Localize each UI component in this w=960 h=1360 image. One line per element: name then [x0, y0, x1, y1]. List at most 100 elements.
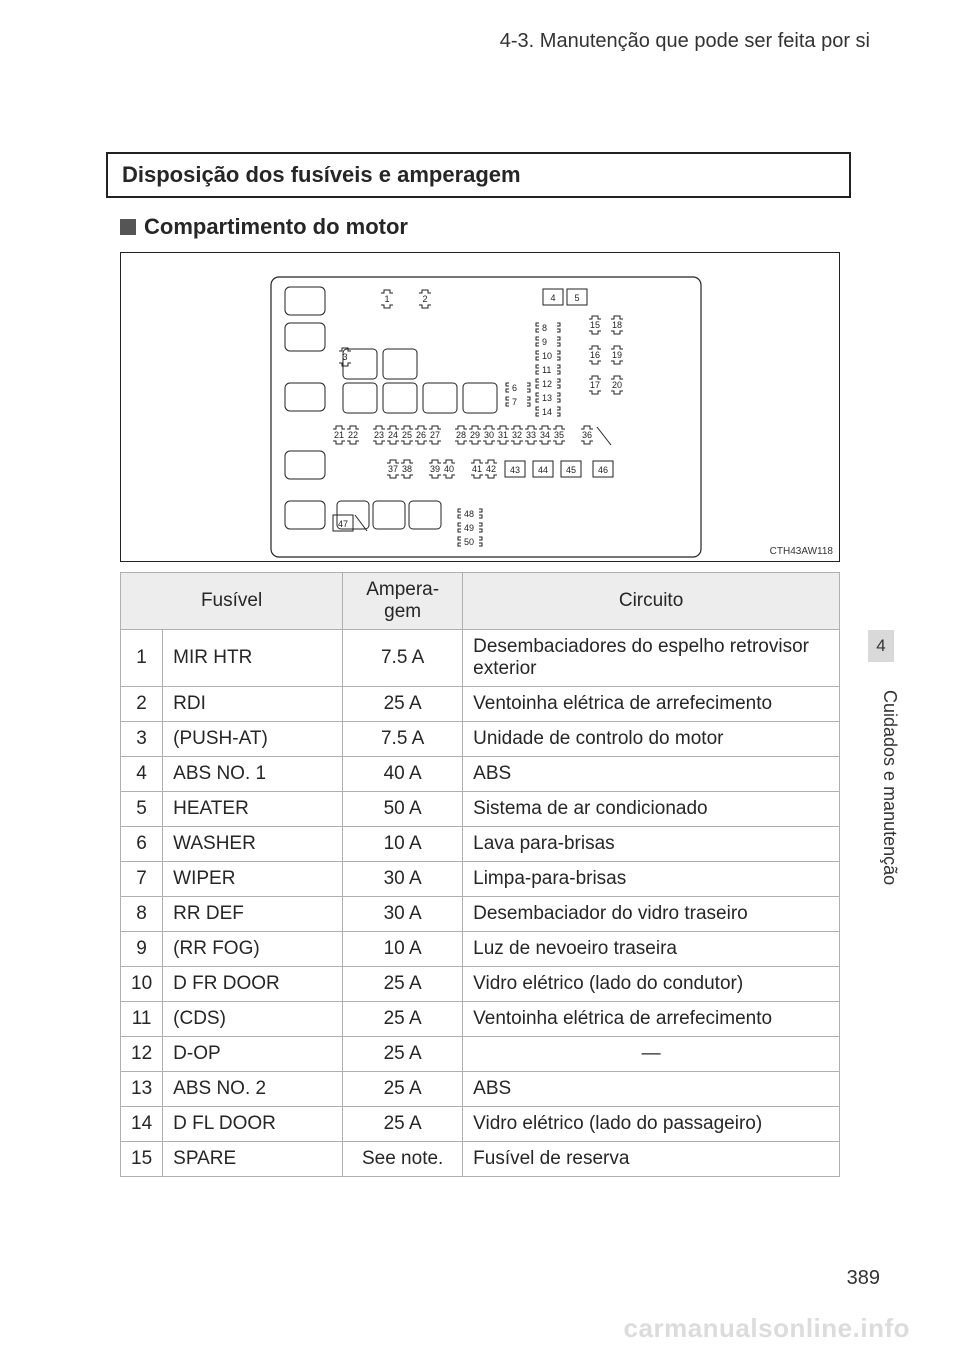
- cell-num: 2: [121, 687, 163, 722]
- cell-num: 3: [121, 722, 163, 757]
- cell-circuit: ABS: [463, 757, 840, 792]
- svg-text:33: 33: [526, 430, 536, 440]
- table-row: 6WASHER10 ALava para-brisas: [121, 827, 840, 862]
- svg-text:22: 22: [348, 430, 358, 440]
- subheading-text: Compartimento do motor: [144, 214, 408, 239]
- svg-text:30: 30: [484, 430, 494, 440]
- cell-circuit: Vidro elétrico (lado do passageiro): [463, 1107, 840, 1142]
- svg-text:13: 13: [542, 393, 552, 403]
- watermark: carmanualsonline.info: [624, 1313, 910, 1344]
- svg-text:17: 17: [590, 380, 600, 390]
- cell-amp: 7.5 A: [343, 722, 463, 757]
- svg-text:28: 28: [456, 430, 466, 440]
- table-row: 4ABS NO. 140 AABS: [121, 757, 840, 792]
- svg-text:46: 46: [598, 465, 608, 475]
- svg-text:34: 34: [540, 430, 550, 440]
- cell-num: 14: [121, 1107, 163, 1142]
- cell-name: HEATER: [163, 792, 343, 827]
- table-row: 7WIPER30 ALimpa-para-brisas: [121, 862, 840, 897]
- cell-amp: 7.5 A: [343, 630, 463, 687]
- svg-text:26: 26: [416, 430, 426, 440]
- cell-num: 5: [121, 792, 163, 827]
- table-row: 13ABS NO. 225 AABS: [121, 1072, 840, 1107]
- svg-text:47: 47: [338, 519, 348, 529]
- cell-name: (CDS): [163, 1002, 343, 1037]
- table-row: 15SPARESee note.Fusível de reserva: [121, 1142, 840, 1177]
- svg-text:31: 31: [498, 430, 508, 440]
- svg-text:4: 4: [550, 293, 555, 303]
- cell-circuit: —: [463, 1037, 840, 1072]
- cell-name: MIR HTR: [163, 630, 343, 687]
- cell-num: 12: [121, 1037, 163, 1072]
- svg-text:25: 25: [402, 430, 412, 440]
- section-title: Disposição dos fusíveis e amperagem: [106, 152, 851, 198]
- cell-circuit: Fusível de reserva: [463, 1142, 840, 1177]
- svg-text:42: 42: [486, 464, 496, 474]
- cell-name: D FR DOOR: [163, 967, 343, 1002]
- cell-amp: 25 A: [343, 687, 463, 722]
- table-row: 5HEATER50 ASistema de ar condicionado: [121, 792, 840, 827]
- cell-name: (PUSH-AT): [163, 722, 343, 757]
- table-row: 12D-OP25 A—: [121, 1037, 840, 1072]
- svg-text:45: 45: [566, 465, 576, 475]
- cell-num: 6: [121, 827, 163, 862]
- cell-amp: See note.: [343, 1142, 463, 1177]
- svg-text:12: 12: [542, 379, 552, 389]
- svg-text:49: 49: [464, 523, 474, 533]
- svg-text:38: 38: [402, 464, 412, 474]
- svg-text:3: 3: [342, 352, 347, 362]
- table-row: 11(CDS)25 AVentoinha elétrica de arrefec…: [121, 1002, 840, 1037]
- svg-text:50: 50: [464, 537, 474, 547]
- diagram-code: CTH43AW118: [770, 546, 833, 557]
- svg-text:19: 19: [612, 350, 622, 360]
- svg-text:24: 24: [388, 430, 398, 440]
- cell-name: WASHER: [163, 827, 343, 862]
- table-row: 9(RR FOG)10 ALuz de nevoeiro traseira: [121, 932, 840, 967]
- fuse-table: Fusível Ampera- gem Circuito 1MIR HTR7.5…: [120, 572, 840, 1177]
- cell-name: RDI: [163, 687, 343, 722]
- svg-text:44: 44: [538, 465, 548, 475]
- cell-name: RR DEF: [163, 897, 343, 932]
- table-row: 14D FL DOOR25 AVidro elétrico (lado do p…: [121, 1107, 840, 1142]
- cell-circuit: Lava para-brisas: [463, 827, 840, 862]
- cell-amp: 10 A: [343, 827, 463, 862]
- cell-name: D-OP: [163, 1037, 343, 1072]
- svg-text:15: 15: [590, 320, 600, 330]
- cell-circuit: Luz de nevoeiro traseira: [463, 932, 840, 967]
- cell-num: 7: [121, 862, 163, 897]
- cell-name: ABS NO. 1: [163, 757, 343, 792]
- svg-text:32: 32: [512, 430, 522, 440]
- svg-text:14: 14: [542, 407, 552, 417]
- svg-text:2: 2: [422, 294, 427, 304]
- cell-num: 10: [121, 967, 163, 1002]
- svg-text:20: 20: [612, 380, 622, 390]
- svg-text:1: 1: [384, 294, 389, 304]
- fuse-diagram: 1234567891011121314151816191720212223242…: [120, 252, 840, 562]
- cell-num: 8: [121, 897, 163, 932]
- cell-amp: 30 A: [343, 897, 463, 932]
- cell-amp: 25 A: [343, 1037, 463, 1072]
- chapter-side-label: Cuidados e manutenção: [880, 690, 900, 990]
- svg-text:23: 23: [374, 430, 384, 440]
- svg-text:8: 8: [542, 323, 547, 333]
- svg-text:48: 48: [464, 509, 474, 519]
- cell-name: WIPER: [163, 862, 343, 897]
- cell-name: SPARE: [163, 1142, 343, 1177]
- svg-text:10: 10: [542, 351, 552, 361]
- cell-amp: 10 A: [343, 932, 463, 967]
- header-amp: Ampera- gem: [343, 573, 463, 630]
- svg-text:16: 16: [590, 350, 600, 360]
- cell-circuit: Desembaciadores do espelho retrovisor ex…: [463, 630, 840, 687]
- table-row: 10D FR DOOR25 AVidro elétrico (lado do c…: [121, 967, 840, 1002]
- cell-num: 1: [121, 630, 163, 687]
- cell-num: 13: [121, 1072, 163, 1107]
- cell-amp: 25 A: [343, 1072, 463, 1107]
- cell-num: 4: [121, 757, 163, 792]
- svg-text:27: 27: [430, 430, 440, 440]
- cell-circuit: Sistema de ar condicionado: [463, 792, 840, 827]
- cell-amp: 30 A: [343, 862, 463, 897]
- cell-circuit: Unidade de controlo do motor: [463, 722, 840, 757]
- header-fuse: Fusível: [121, 573, 343, 630]
- cell-name: ABS NO. 2: [163, 1072, 343, 1107]
- svg-text:6: 6: [512, 383, 517, 393]
